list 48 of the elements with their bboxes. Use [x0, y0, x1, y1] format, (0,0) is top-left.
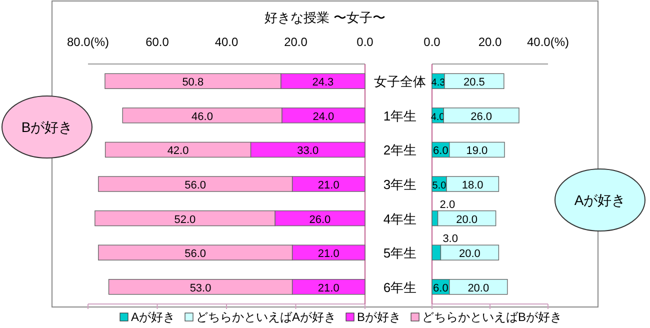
data-label: 46.0 — [192, 110, 213, 123]
x-tick-label: 20.0 — [284, 35, 308, 49]
data-label: 20.0 — [468, 282, 490, 294]
x-tick-label: 60.0 — [146, 35, 170, 49]
y-tick-label: 女子全体 — [374, 74, 426, 90]
data-label: 53.0 — [190, 282, 212, 294]
data-label: 26.0 — [309, 214, 331, 226]
data-label: 3.0 — [442, 233, 458, 246]
data-label: 20.0 — [456, 214, 478, 226]
data-label: 50.8 — [182, 76, 204, 89]
data-label: 33.0 — [297, 145, 319, 158]
data-label: 5.0 — [432, 180, 447, 192]
x-tick-label: 0.0 — [424, 35, 441, 49]
data-label: 21.0 — [318, 282, 340, 294]
text: Aが好き — [574, 192, 626, 208]
data-label: 18.0 — [462, 180, 484, 192]
y-tick-label: 5年生 — [383, 246, 417, 261]
data-label: 24.3 — [312, 76, 334, 89]
data-label: 6.0 — [433, 145, 448, 158]
data-label: 52.0 — [174, 214, 196, 226]
legend-label: Bが好き — [357, 310, 402, 324]
legend-label: どちらかといえばAが好き — [196, 310, 336, 324]
data-label: 20.5 — [463, 76, 485, 89]
y-tick-label: 1年生 — [383, 108, 417, 124]
text: Bが好き — [21, 119, 73, 135]
y-tick-label: 2年生 — [383, 142, 417, 158]
data-label: 2.0 — [440, 198, 456, 211]
data-label: 6.0 — [433, 282, 448, 294]
x-tick-label: 40.0(%) — [526, 35, 570, 49]
legend-label: Aが好き — [131, 310, 176, 324]
x-tick-label: 0.0 — [356, 35, 374, 49]
data-label: 24.0 — [312, 110, 334, 123]
x-tick-label: 20.0 — [478, 35, 502, 49]
x-tick-label: 40.0 — [214, 35, 238, 49]
y-tick-label: 6年生 — [383, 280, 417, 295]
y-tick-label: 4年生 — [383, 211, 417, 226]
chart-title: 好きな授業 〜女子〜 — [264, 10, 386, 25]
data-label: 26.0 — [470, 110, 492, 123]
data-label: 19.0 — [466, 145, 488, 158]
legend-label: どちらかといえばBが好き — [422, 310, 562, 324]
y-tick-label: 3年生 — [383, 177, 417, 192]
data-label: 56.0 — [184, 248, 206, 260]
data-label: 20.0 — [458, 248, 480, 260]
data-label: 21.0 — [318, 180, 340, 192]
data-label: 56.0 — [184, 180, 206, 192]
data-label: 21.0 — [318, 248, 340, 260]
x-tick-label: 80.0(%) — [66, 35, 110, 49]
data-label: 42.0 — [167, 145, 189, 158]
